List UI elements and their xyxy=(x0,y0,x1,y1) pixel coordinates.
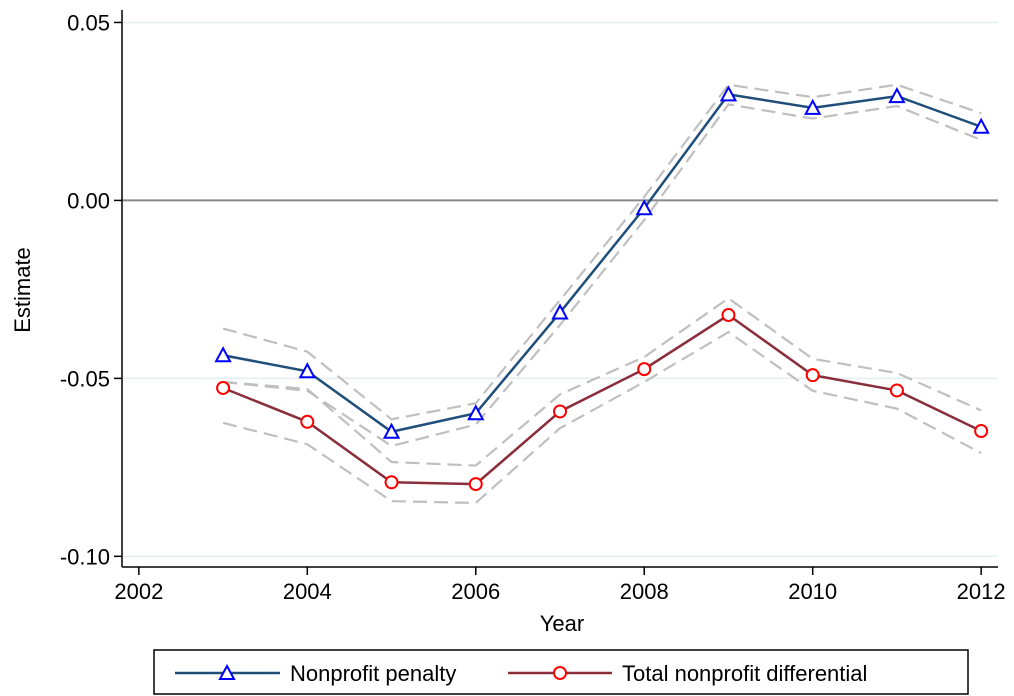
data-point-total-nonprofit-differential xyxy=(300,414,315,429)
series-line-nonprofit-penalty xyxy=(222,92,982,434)
data-point-total-nonprofit-differential xyxy=(468,477,483,492)
data-point-nonprofit-penalty xyxy=(551,303,569,320)
data-point-total-nonprofit-differential xyxy=(889,383,904,398)
series-line-total-nonprofit-differential xyxy=(222,313,982,486)
data-point-nonprofit-penalty xyxy=(888,87,906,104)
confidence-interval-lines xyxy=(222,83,982,505)
data-point-nonprofit-penalty xyxy=(719,85,738,102)
ci-line-total-nonprofit-differential-lower xyxy=(222,330,982,505)
legend-label-total-nonprofit-differential: Total nonprofit differential xyxy=(622,661,867,686)
y-tick-label: -0.10 xyxy=(60,544,110,569)
data-point-nonprofit-penalty xyxy=(382,422,401,439)
x-tick-label: 2006 xyxy=(451,579,500,604)
legend-triangle-marker-icon xyxy=(218,663,236,680)
data-point-total-nonprofit-differential xyxy=(974,424,989,439)
data-point-nonprofit-penalty xyxy=(635,199,653,216)
x-tick-label: 2002 xyxy=(114,579,163,604)
x-tick-label: 2004 xyxy=(283,579,332,604)
legend: Nonprofit penalty Total nonprofit differ… xyxy=(153,649,969,695)
gridlines xyxy=(122,21,998,558)
data-point-total-nonprofit-differential xyxy=(216,380,231,395)
legend-circle-marker-icon xyxy=(553,666,567,680)
legend-item-total-nonprofit-differential: Total nonprofit differential xyxy=(508,661,867,686)
x-axis-label: Year xyxy=(540,611,584,636)
data-point-nonprofit-penalty xyxy=(972,117,990,134)
data-point-nonprofit-penalty xyxy=(804,98,822,115)
ci-line-nonprofit-penalty-lower xyxy=(222,103,982,448)
data-point-total-nonprofit-differential xyxy=(553,404,567,419)
y-axis-ticks: 0.05 0.00 -0.05 -0.10 xyxy=(60,10,122,569)
x-tick-label: 2012 xyxy=(957,579,1006,604)
data-point-nonprofit-penalty xyxy=(214,346,232,363)
data-point-nonprofit-penalty xyxy=(298,362,316,379)
y-axis-label: Estimate xyxy=(10,247,35,333)
legend-label-nonprofit-penalty: Nonprofit penalty xyxy=(290,661,456,686)
y-tick-label: 0.00 xyxy=(67,188,110,213)
data-point-total-nonprofit-differential xyxy=(805,368,820,383)
x-tick-label: 2010 xyxy=(788,579,837,604)
data-point-nonprofit-penalty xyxy=(467,404,485,421)
series-markers xyxy=(214,85,990,492)
data-point-total-nonprofit-differential xyxy=(721,308,736,323)
data-point-total-nonprofit-differential xyxy=(384,475,399,490)
y-tick-label: -0.05 xyxy=(60,366,110,391)
x-tick-label: 2008 xyxy=(620,579,669,604)
y-tick-label: 0.05 xyxy=(67,10,110,35)
legend-item-nonprofit-penalty: Nonprofit penalty xyxy=(175,661,456,686)
series-lines xyxy=(222,92,982,486)
x-axis-ticks: 2002 2004 2006 2008 2010 2012 xyxy=(114,567,1006,604)
data-point-total-nonprofit-differential xyxy=(637,362,652,377)
